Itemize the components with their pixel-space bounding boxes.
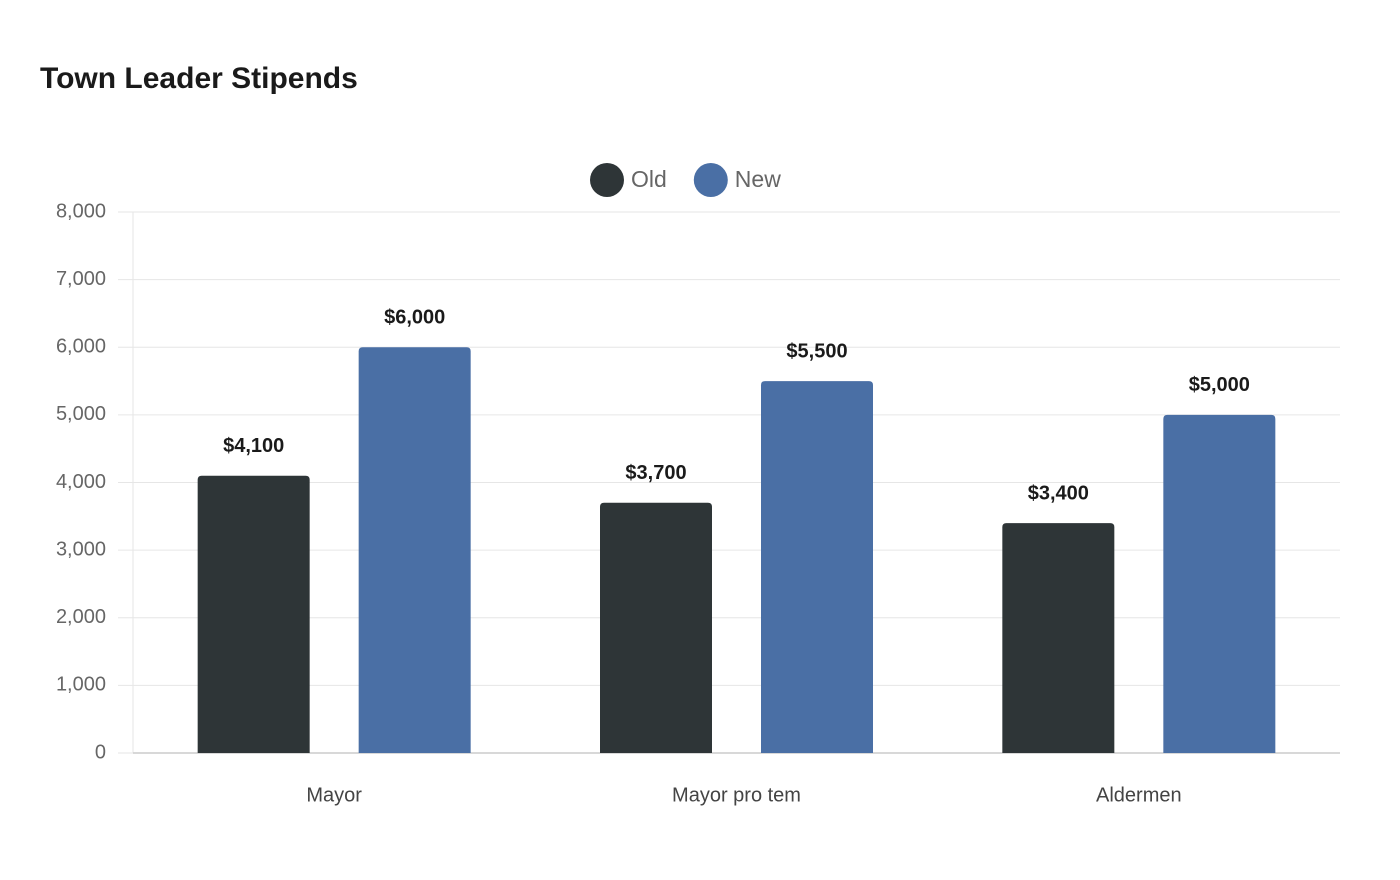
- legend-label: New: [735, 166, 781, 192]
- bar: [1002, 523, 1115, 753]
- bar: [761, 381, 873, 753]
- bar: [358, 347, 471, 753]
- legend-marker: [590, 163, 624, 197]
- value-label: $6,000: [384, 307, 445, 329]
- bar: [600, 502, 712, 753]
- bar: [1163, 414, 1276, 753]
- y-tick-label: 3,000: [56, 538, 106, 560]
- y-tick-label: 8,000: [56, 200, 106, 222]
- chart-title: Town Leader Stipends: [40, 62, 358, 95]
- x-tick-label: Mayor pro tem: [672, 784, 801, 806]
- value-label: $3,400: [1028, 482, 1089, 504]
- y-tick-label: 5,000: [56, 403, 106, 425]
- y-tick-label: 4,000: [56, 471, 106, 493]
- value-label: $5,500: [786, 340, 847, 362]
- y-tick-label: 0: [95, 741, 106, 763]
- y-tick-label: 6,000: [56, 336, 106, 358]
- value-label: $4,100: [223, 435, 284, 457]
- y-tick-label: 1,000: [56, 674, 106, 696]
- bar: [197, 475, 310, 753]
- value-label: $3,700: [625, 462, 686, 484]
- legend-marker: [693, 163, 728, 197]
- legend-label: Old: [631, 166, 667, 192]
- y-tick-label: 7,000: [56, 268, 106, 290]
- x-tick-label: Aldermen: [1096, 784, 1182, 806]
- value-label: $5,000: [1189, 374, 1250, 396]
- y-tick-label: 2,000: [56, 606, 106, 628]
- x-tick-label: Mayor: [306, 784, 362, 806]
